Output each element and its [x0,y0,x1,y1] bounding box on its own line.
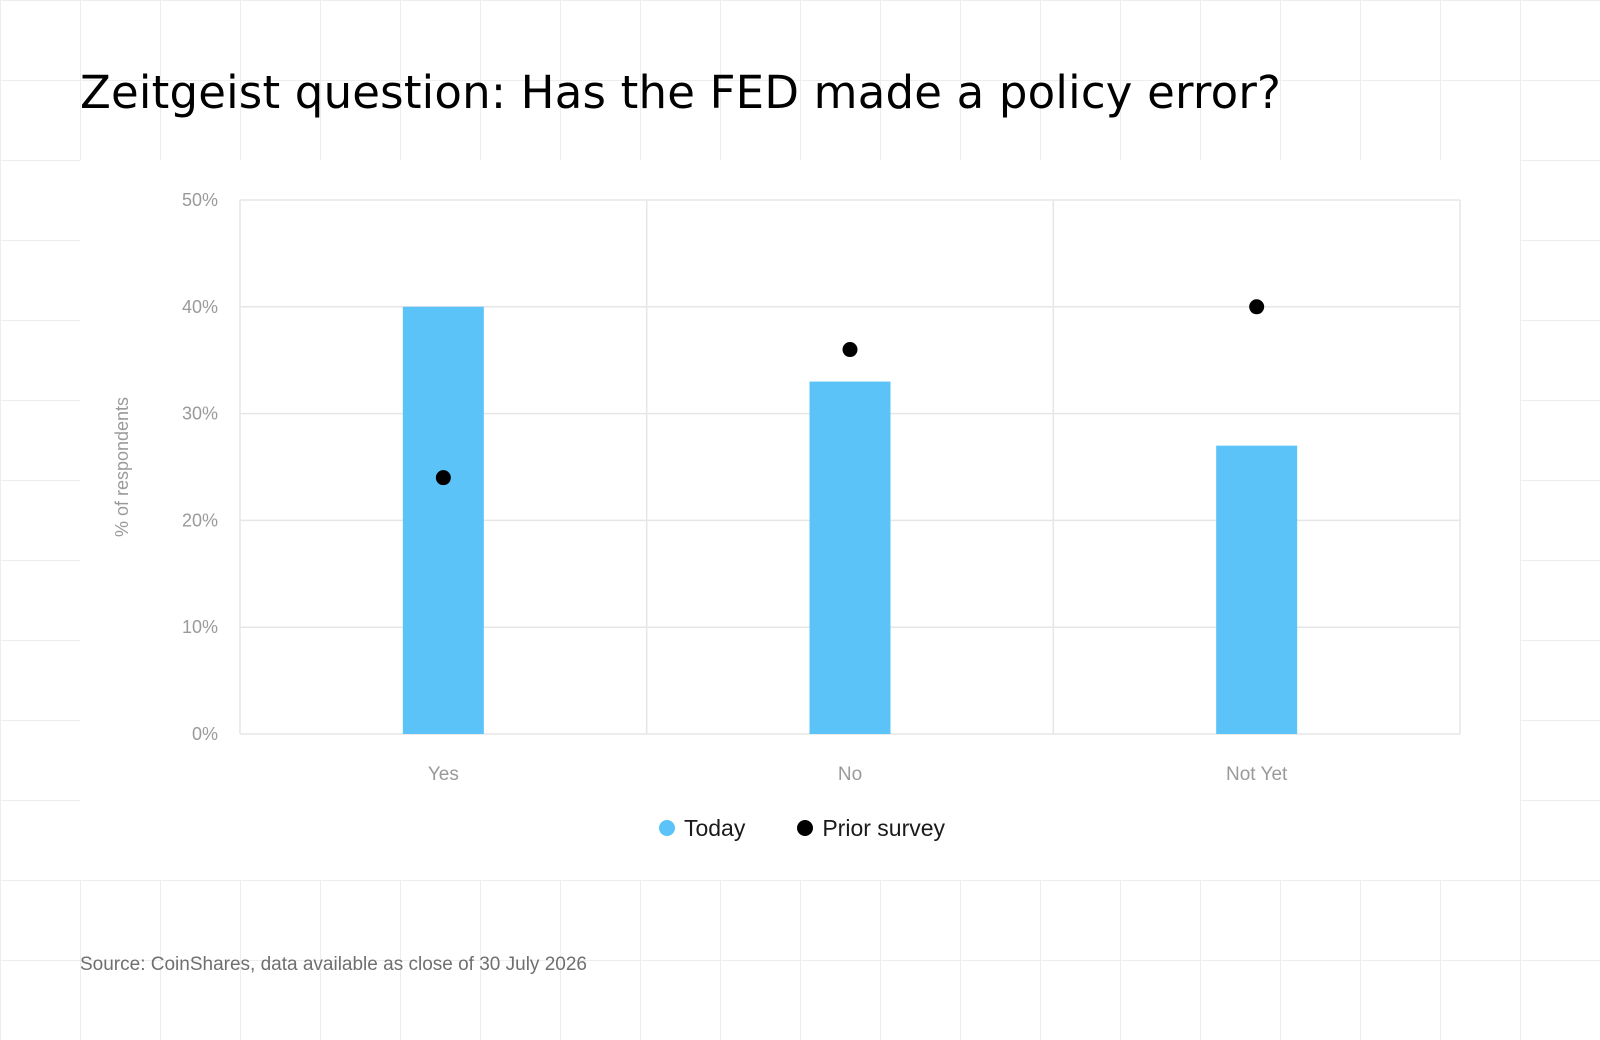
y-tick-label: 50% [182,190,218,210]
x-tick-label: Yes [428,764,459,785]
chart-area: 0% 10% 20% 30% 40% 50% % of respondents Yes No No… [80,160,1520,880]
y-tick-label: 30% [182,404,218,424]
source-note: Source: CoinShares, data available as cl… [80,954,587,975]
marker-prior-survey-no [842,342,858,358]
y-tick-label: 40% [182,297,218,317]
y-tick-label: 10% [182,617,218,637]
legend-swatch-today [658,820,675,836]
marker-prior-survey-not-yet [1249,299,1265,315]
y-tick-label: 0% [192,724,218,744]
marker-prior-survey-yes [435,470,451,486]
bar-today-yes [402,306,484,734]
x-tick-label: No [838,764,862,785]
bar-today-not-yet [1216,445,1298,734]
legend-label-today: Today [683,814,746,841]
chart-svg: 0% 10% 20% 30% 40% 50% % of respondents Yes No No… [112,190,1461,785]
legend-item-today[interactable]: Today [658,814,746,842]
x-tick-label: Not Yet [1226,764,1288,785]
legend-item-prior-survey[interactable]: Prior survey [797,815,945,842]
bar-today-no [809,381,891,734]
y-axis-label: % of respondents [112,397,132,537]
chart-legend: Today Prior survey [80,810,1520,846]
chart-title: Zeitgeist question: Has the FED made a p… [80,66,1282,119]
legend-label-prior-survey: Prior survey [822,814,946,841]
legend-swatch-prior-survey [797,820,814,836]
y-tick-label: 20% [182,510,218,530]
